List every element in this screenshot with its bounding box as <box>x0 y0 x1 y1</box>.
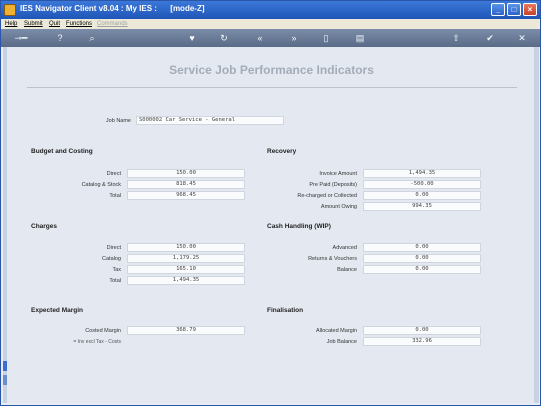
budget-total-field[interactable]: 968.45 <box>127 191 245 200</box>
budget-heading: Budget and Costing <box>31 148 93 155</box>
charges-tax-label: Tax <box>112 267 121 273</box>
menu-help[interactable]: Help <box>5 21 18 27</box>
side-tab-marker-2[interactable] <box>3 375 7 385</box>
cash-advanced-label: Advanced <box>332 245 357 251</box>
budget-catalog-field[interactable]: 818.45 <box>127 180 245 189</box>
charges-catalog-label: Catalog <box>102 256 121 262</box>
minimize-button[interactable]: _ <box>491 3 505 16</box>
cash-advanced-field[interactable]: 0.00 <box>363 243 481 252</box>
close-window-button[interactable]: × <box>523 3 537 16</box>
forward-icon[interactable]: » <box>291 33 297 43</box>
document-icon[interactable]: ▯ <box>323 33 329 43</box>
charges-heading: Charges <box>31 223 58 230</box>
finalisation-allocated-field[interactable]: 0.00 <box>363 326 481 335</box>
maximize-button[interactable]: □ <box>507 3 521 16</box>
margin-costed-field[interactable]: 368.79 <box>127 326 245 335</box>
finalisation-heading: Finalisation <box>267 307 304 314</box>
list-icon[interactable]: ▤ <box>355 33 365 43</box>
budget-total-label: Total <box>109 193 121 199</box>
margin-formula-note: = Inv excl Tax - Costs <box>73 339 121 345</box>
recovery-invoice-field[interactable]: 1,494.35 <box>363 169 481 178</box>
charges-total-label: Total <box>109 278 121 284</box>
side-tab-marker[interactable] <box>3 361 7 371</box>
job-name-field[interactable]: S000002 Car Service - General <box>136 116 284 125</box>
cash-heading: Cash Handling (WIP) <box>267 223 331 230</box>
search-icon[interactable]: ⌕ <box>89 33 95 43</box>
window-title: IES Navigator Client v8.04 : My IES : [m… <box>20 4 205 13</box>
budget-direct-field[interactable]: 150.00 <box>127 169 245 178</box>
margin-heading: Expected Margin <box>31 307 84 314</box>
page-title: Service Job Performance Indicators <box>169 63 374 77</box>
help-icon[interactable]: ? <box>57 33 63 43</box>
budget-catalog-label: Catalog & Stock <box>81 182 121 188</box>
menu-commands: Commands <box>97 21 128 27</box>
upload-icon[interactable]: ⇧ <box>452 33 460 43</box>
menu-functions[interactable]: Functions <box>66 21 93 27</box>
title-bar: IES Navigator Client v8.04 : My IES : [m… <box>1 1 540 19</box>
charges-tax-field[interactable]: 165.10 <box>127 265 245 274</box>
title-divider <box>27 87 517 88</box>
charges-catalog-field[interactable]: 1,179.25 <box>127 254 245 263</box>
recovery-prepaid-label: Pre Paid (Deposits) <box>309 182 357 188</box>
cash-returns-label: Returns & Vouchers <box>308 256 357 262</box>
recovery-invoice-label: Invoice Amount <box>319 171 357 177</box>
recovery-owing-field[interactable]: 994.35 <box>363 202 481 211</box>
refresh-icon[interactable]: ↻ <box>220 33 228 43</box>
recovery-owing-label: Amount Owing <box>320 204 357 210</box>
menu-submit[interactable]: Submit <box>24 21 43 27</box>
key-icon[interactable]: ⊸━ <box>14 33 28 43</box>
recovery-recharged-label: Re-charged or Collected <box>297 193 357 199</box>
close-icon[interactable]: ✕ <box>518 33 526 43</box>
finalisation-balance-label: Job Balance <box>326 339 357 345</box>
margin-costed-label: Costed Margin <box>85 328 121 334</box>
finalisation-balance-field[interactable]: 332.96 <box>363 337 481 346</box>
right-scrollbar[interactable] <box>534 47 539 403</box>
charges-total-field[interactable]: 1,494.35 <box>127 276 245 285</box>
recovery-prepaid-field[interactable]: -500.00 <box>363 180 481 189</box>
heart-icon[interactable]: ♥ <box>189 33 195 43</box>
budget-direct-label: Direct <box>106 171 121 177</box>
app-icon <box>4 4 16 16</box>
finalisation-allocated-label: Allocated Margin <box>316 328 357 334</box>
recovery-recharged-field[interactable]: 0.00 <box>363 191 481 200</box>
cash-balance-label: Balance <box>337 267 357 273</box>
back-icon[interactable]: « <box>257 33 263 43</box>
menu-bar: Help Submit Quit Functions Commands <box>1 19 540 29</box>
cash-returns-field[interactable]: 0.00 <box>363 254 481 263</box>
charges-direct-label: Direct <box>106 245 121 251</box>
check-icon[interactable]: ✔ <box>486 33 494 43</box>
charges-direct-field[interactable]: 150.00 <box>127 243 245 252</box>
toolbar: ⊸━ ? ⌕ ♥ ↻ « » ▯ ▤ ⇧ ✔ ✕ <box>1 29 540 47</box>
job-name-label: Job Name <box>105 118 131 124</box>
cash-balance-field[interactable]: 0.00 <box>363 265 481 274</box>
left-panel-strip <box>3 47 7 403</box>
recovery-heading: Recovery <box>267 148 297 155</box>
menu-quit[interactable]: Quit <box>49 21 61 27</box>
